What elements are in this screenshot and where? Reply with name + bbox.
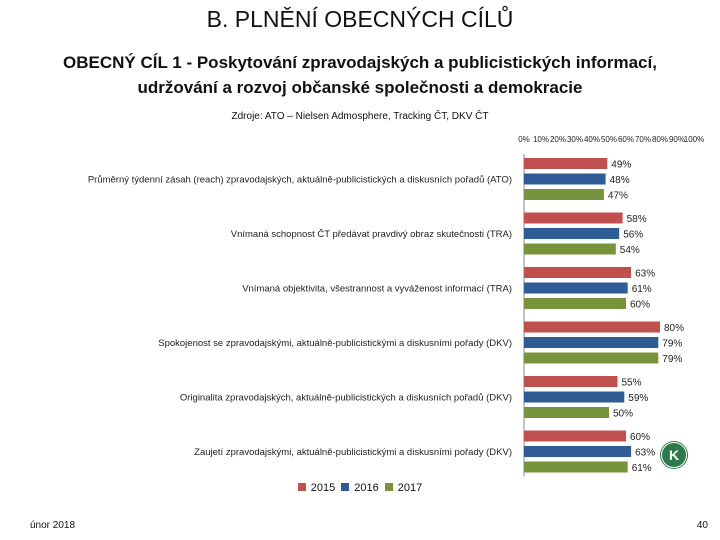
category-label: Průměrný týdenní zásah (reach) zpravodaj…	[88, 175, 512, 186]
page-title: B. PLNĚNÍ OBECNÝCH CÍLŮ	[206, 6, 514, 32]
bar	[524, 376, 618, 387]
tick-label: 40%	[584, 135, 600, 144]
tick-label: 10%	[533, 135, 549, 144]
legend-label: 2017	[397, 482, 423, 494]
bar	[524, 337, 659, 348]
data-label: 47%	[608, 191, 628, 202]
data-label: 59%	[628, 393, 648, 404]
data-label: 63%	[635, 448, 655, 459]
bar	[524, 407, 609, 418]
tick-label: 20%	[550, 135, 566, 144]
data-label: 79%	[662, 339, 682, 350]
data-label: 56%	[623, 230, 643, 241]
legend-label: 2016	[354, 482, 379, 494]
data-label: 54%	[620, 245, 640, 256]
chart-subtitle: OBECNÝ CÍL 1 - Poskytování zpravodajskýc…	[63, 53, 657, 97]
data-label: 61%	[632, 463, 652, 474]
category-label: Vnímaná objektivita, všestrannost a vyvá…	[242, 284, 512, 295]
data-label: 50%	[613, 409, 633, 420]
data-label: 58%	[627, 214, 647, 225]
bar	[524, 173, 606, 185]
bar	[524, 158, 608, 169]
legend-swatch	[341, 483, 350, 491]
bar	[524, 461, 628, 473]
tick-label: 90%	[669, 135, 685, 144]
legend-item: 2016	[341, 482, 379, 494]
bar	[524, 243, 616, 255]
tick-label: 50%	[601, 135, 617, 144]
bar	[524, 446, 632, 457]
legend-swatch	[297, 483, 306, 491]
data-label: 48%	[610, 175, 630, 186]
bar	[524, 267, 632, 278]
category-label: Vnímaná schopnost ČT předávat pravdivý o…	[231, 229, 512, 240]
page-number: 40	[696, 520, 708, 531]
category-label: Zaujetí zpravodajskými, aktuálně-publici…	[194, 447, 512, 458]
legend-item: 2017	[384, 482, 423, 494]
bar	[524, 391, 625, 403]
legend-label: 2015	[310, 482, 336, 494]
data-label: 63%	[635, 269, 655, 280]
source-note: Zdroje: ATO – Nielsen Admosphere, Tracki…	[231, 111, 489, 122]
data-label: 49%	[611, 160, 631, 171]
bar	[524, 298, 626, 309]
badge-k: K	[661, 442, 687, 468]
bar	[524, 212, 623, 224]
legend-item: 2015	[297, 482, 336, 494]
data-label: 61%	[632, 284, 652, 295]
category-label: Originalita zpravodajských, aktuálně-pub…	[180, 393, 512, 404]
tick-label: 80%	[652, 135, 668, 144]
data-label: 60%	[630, 300, 650, 311]
category-label: Spokojenost se zpravodajskými, aktuálně-…	[158, 338, 512, 349]
legend-swatch	[384, 483, 393, 491]
bar	[524, 282, 628, 294]
tick-label: 100%	[684, 135, 704, 144]
tick-label: 70%	[635, 135, 651, 144]
data-label: 79%	[662, 354, 682, 365]
bar	[524, 321, 660, 333]
bar	[524, 189, 604, 200]
data-label: 80%	[664, 323, 684, 334]
chart-legend: 2015 2016 2017	[0, 482, 720, 494]
footer-date: únor 2018	[30, 520, 76, 531]
tick-label: 60%	[618, 135, 634, 144]
bar-chart: 0% 10% 20% 30% 40% 50% 60% 70% 80% 90%100%Průměrn…	[88, 135, 704, 477]
tick-label: 30%	[567, 135, 583, 144]
data-label: 55%	[622, 378, 642, 389]
tick-label: 0%	[518, 135, 530, 144]
bar	[524, 352, 659, 364]
bar	[524, 228, 620, 239]
bar	[524, 430, 626, 442]
data-label: 60%	[630, 432, 650, 443]
